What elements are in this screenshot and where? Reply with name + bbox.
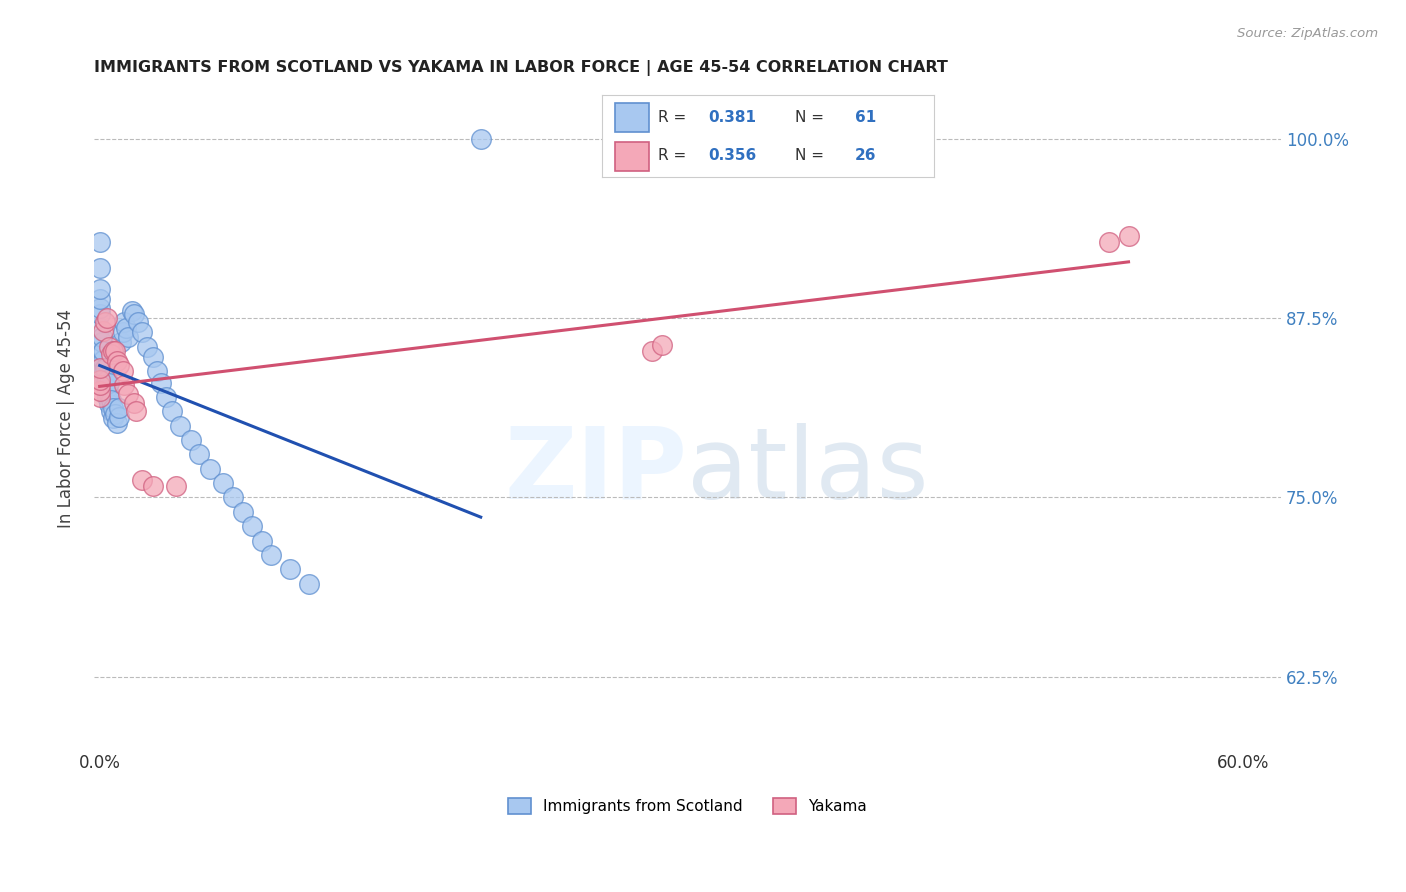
Point: [90, 329, 112, 343]
Point: [142, 350, 165, 364]
Point: [165, 479, 187, 493]
Point: [94, 369, 117, 384]
Point: [117, 329, 139, 343]
Point: [89, 260, 111, 275]
Point: [222, 491, 245, 505]
Point: [94, 361, 117, 376]
Point: [142, 479, 165, 493]
Point: [101, 411, 124, 425]
Point: [100, 392, 122, 407]
Point: [96, 310, 118, 325]
Point: [127, 315, 149, 329]
Point: [212, 476, 235, 491]
Point: [93, 324, 115, 338]
Point: [470, 131, 492, 145]
Point: [93, 352, 115, 367]
Point: [89, 361, 111, 376]
Point: [112, 378, 135, 392]
Point: [105, 354, 128, 368]
Point: [232, 505, 254, 519]
Point: [104, 344, 127, 359]
Point: [146, 364, 169, 378]
Point: [180, 433, 202, 447]
Point: [298, 576, 321, 591]
Point: [94, 378, 117, 392]
Point: [98, 340, 121, 354]
Point: [90, 364, 112, 378]
Point: [131, 326, 153, 340]
Point: [110, 335, 132, 350]
Point: [89, 384, 111, 399]
Point: [111, 326, 134, 340]
Point: [122, 395, 145, 409]
Point: [107, 410, 129, 425]
Point: [101, 401, 124, 416]
Point: [107, 359, 129, 373]
Point: [98, 397, 121, 411]
Point: [100, 404, 122, 418]
Point: [89, 321, 111, 335]
Point: [121, 303, 143, 318]
Point: [155, 390, 177, 404]
Text: Source: ZipAtlas.com: Source: ZipAtlas.com: [1237, 27, 1378, 40]
Point: [260, 548, 283, 562]
Point: [98, 376, 121, 390]
Point: [651, 338, 673, 352]
Point: [89, 235, 111, 249]
Y-axis label: In Labor Force | Age 45-54: In Labor Force | Age 45-54: [58, 309, 75, 528]
Point: [136, 340, 159, 354]
Point: [149, 376, 172, 390]
Point: [1118, 229, 1140, 244]
Text: atlas: atlas: [688, 423, 929, 520]
Point: [641, 344, 664, 359]
Point: [1098, 235, 1121, 249]
Point: [96, 381, 118, 395]
Point: [112, 315, 135, 329]
Point: [125, 404, 148, 418]
Point: [93, 344, 115, 359]
Point: [89, 373, 111, 387]
Point: [104, 407, 127, 421]
Point: [115, 321, 138, 335]
Text: ZIP: ZIP: [505, 423, 688, 520]
Point: [250, 533, 273, 548]
Point: [98, 387, 121, 401]
Point: [105, 416, 128, 430]
Point: [93, 371, 115, 385]
Point: [101, 344, 124, 359]
Point: [240, 519, 263, 533]
Point: [278, 562, 301, 576]
Point: [100, 347, 122, 361]
Point: [187, 447, 209, 461]
Point: [96, 373, 118, 387]
Point: [111, 364, 134, 378]
Point: [89, 390, 111, 404]
Point: [89, 307, 111, 321]
Point: [117, 387, 139, 401]
Point: [107, 401, 129, 416]
Point: [89, 282, 111, 296]
Text: IMMIGRANTS FROM SCOTLAND VS YAKAMA IN LABOR FORCE | AGE 45-54 CORRELATION CHART: IMMIGRANTS FROM SCOTLAND VS YAKAMA IN LA…: [94, 60, 948, 76]
Point: [90, 354, 112, 368]
Legend: Immigrants from Scotland, Yakama: Immigrants from Scotland, Yakama: [502, 792, 873, 821]
Point: [90, 344, 112, 359]
Point: [160, 404, 183, 418]
Point: [89, 378, 111, 392]
Point: [122, 307, 145, 321]
Point: [90, 335, 112, 350]
Point: [169, 418, 191, 433]
Point: [89, 293, 111, 307]
Point: [131, 473, 153, 487]
Point: [198, 461, 221, 475]
Point: [96, 390, 118, 404]
Point: [89, 301, 111, 315]
Point: [93, 361, 115, 376]
Point: [94, 315, 117, 329]
